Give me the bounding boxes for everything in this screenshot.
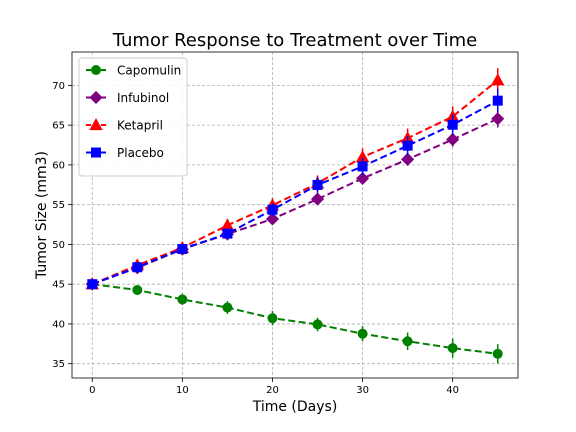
series-line-infubinol [91, 117, 499, 286]
legend-marker [91, 65, 101, 75]
data-point [222, 228, 233, 239]
data-point [446, 132, 460, 147]
x-tick-label: 10 [176, 385, 189, 396]
legend-label: Ketapril [117, 119, 163, 133]
y-tick-label: 65 [52, 121, 65, 132]
legend-item-capomulin: Capomulin [86, 64, 181, 78]
legend-marker [89, 90, 103, 105]
legend: Capomulin Infubinol Ketapril Placebo [78, 57, 188, 177]
y-tick-label: 40 [52, 319, 65, 330]
data-point [402, 336, 413, 347]
data-point [267, 313, 278, 324]
x-tick-label: 30 [356, 385, 369, 396]
data-point [402, 140, 413, 151]
legend-box [78, 57, 188, 177]
data-point [491, 112, 505, 126]
data-point [492, 348, 503, 359]
x-tick-label: 40 [446, 385, 459, 396]
series-capomulin [87, 279, 503, 364]
y-tick-label: 45 [52, 280, 65, 291]
legend-label: Placebo [117, 146, 164, 160]
grid [72, 52, 518, 378]
data-point [491, 73, 505, 86]
data-point [312, 319, 323, 330]
y-tick-label: 70 [52, 81, 65, 92]
data-point [310, 192, 325, 206]
data-point [267, 204, 278, 215]
ticks: 0 10 20 30 40 35 40 45 50 55 60 65 70 [52, 81, 459, 396]
y-tick-label: 55 [52, 200, 65, 211]
legend-marker [91, 147, 101, 158]
data-point [357, 328, 368, 339]
data-point [312, 179, 323, 190]
legend-marker [89, 118, 103, 131]
data-point [177, 294, 188, 305]
y-tick-label: 60 [52, 160, 65, 171]
data-point [447, 343, 458, 354]
legend-label: Infubinol [117, 91, 169, 105]
series-line-placebo [91, 99, 499, 286]
y-tick-label: 35 [52, 359, 65, 370]
data-point [265, 212, 280, 226]
data-point [177, 244, 188, 255]
data-point [357, 161, 368, 172]
data-point [222, 302, 233, 313]
data-point [447, 119, 458, 130]
x-axis-label: Time (Days) [252, 399, 338, 415]
data-point [132, 262, 143, 273]
plot-frame [71, 51, 519, 379]
legend-label: Capomulin [117, 64, 181, 78]
series-layer [85, 68, 505, 364]
data-point [492, 95, 503, 106]
series-placebo [87, 88, 503, 290]
x-tick-label: 20 [266, 385, 279, 396]
legend-item-infubinol: Infubinol [86, 90, 169, 105]
data-point [356, 171, 370, 185]
data-point [87, 279, 98, 290]
series-line-capomulin [92, 283, 498, 355]
data-point [401, 152, 415, 166]
y-tick-label: 50 [52, 240, 65, 251]
y-axis-label: Tumor Size (mm3) [34, 151, 50, 280]
data-point [132, 284, 143, 295]
chart-title: Tumor Response to Treatment over Time [112, 30, 478, 51]
x-tick-label: 0 [89, 385, 95, 396]
legend-item-placebo: Placebo [86, 146, 164, 160]
data-point [220, 218, 235, 231]
series-line-ketapril [91, 79, 499, 286]
legend-item-ketapril: Ketapril [86, 118, 163, 133]
